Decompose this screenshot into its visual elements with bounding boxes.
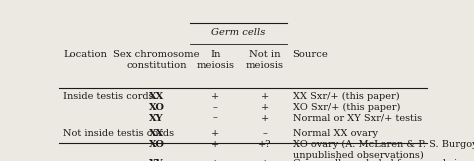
Text: –: – [213,103,218,112]
Text: XY: XY [149,114,164,123]
Text: Source: Source [292,50,328,59]
Text: –: – [213,114,218,123]
Text: XX: XX [149,129,164,138]
Text: XO ovary (A. McLaren & P. S. Burgoyne
unpublished observations): XO ovary (A. McLaren & P. S. Burgoyne un… [292,140,474,160]
Text: Germ cells excluded from cords in normal
testis (Byskov, 1978): Germ cells excluded from cords in normal… [292,159,474,161]
Text: XO: XO [149,140,164,149]
Text: XO Sxr/+ (this paper): XO Sxr/+ (this paper) [292,103,400,112]
Text: Not inside testis cords: Not inside testis cords [63,129,174,138]
Text: +: + [261,92,269,101]
Text: +: + [261,114,269,123]
Text: In
meiosis: In meiosis [196,50,234,70]
Text: +: + [261,103,269,112]
Text: Germ cells: Germ cells [211,28,266,37]
Text: Location: Location [63,50,107,59]
Text: XX Sxr/+ (this paper): XX Sxr/+ (this paper) [292,92,399,101]
Text: Sex chromosome
constitution: Sex chromosome constitution [113,50,200,70]
Text: +: + [211,140,219,149]
Text: +: + [261,159,269,161]
Text: +: + [211,159,219,161]
Text: XY: XY [149,159,164,161]
Text: Normal XX ovary: Normal XX ovary [292,129,377,138]
Text: Not in
meiosis: Not in meiosis [246,50,284,70]
Text: Normal or XY Sxr/+ testis: Normal or XY Sxr/+ testis [292,114,422,123]
Text: Inside testis cords: Inside testis cords [63,92,154,101]
Text: XO: XO [149,103,164,112]
Text: +: + [211,92,219,101]
Text: +: + [211,129,219,138]
Text: +?: +? [258,140,272,149]
Text: –: – [263,129,267,138]
Text: XX: XX [149,92,164,101]
